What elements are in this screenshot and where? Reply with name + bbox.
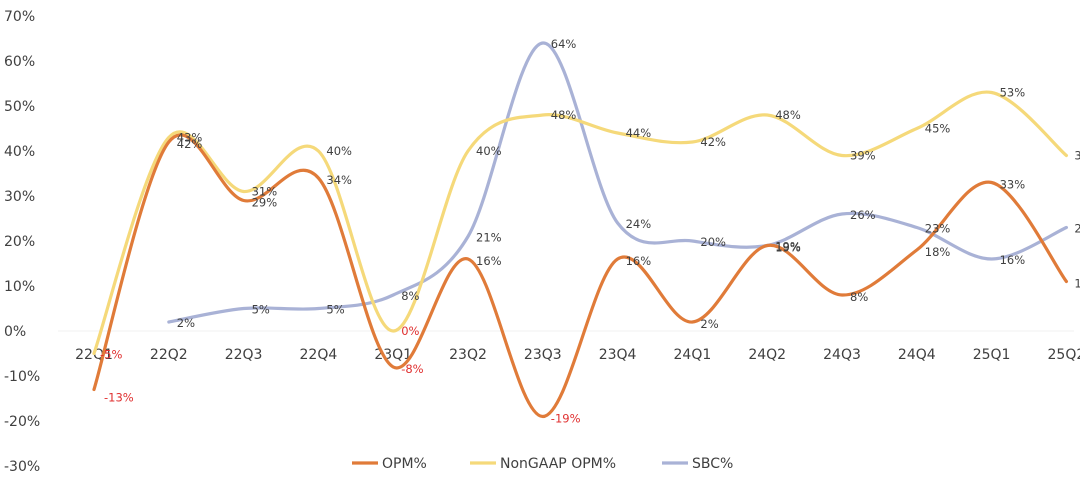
x-tick-label: 22Q4: [300, 347, 338, 363]
data-label: -19%: [551, 412, 581, 426]
data-label: 16%: [476, 254, 502, 268]
x-tick-label: 25Q1: [973, 347, 1011, 363]
data-label: 40%: [326, 144, 352, 158]
data-label: 8%: [850, 290, 868, 304]
data-label: 20%: [700, 235, 726, 249]
x-tick-label: 23Q1: [374, 347, 412, 363]
y-tick-label: 70%: [4, 9, 35, 25]
y-tick-label: 10%: [4, 279, 35, 295]
data-label: 23%: [925, 222, 951, 236]
data-label: 2%: [177, 316, 195, 330]
legend: OPM% NonGAAP OPM% SBC%: [352, 456, 733, 472]
data-label: 48%: [775, 108, 801, 122]
data-label: 21%: [476, 231, 502, 245]
data-label: -8%: [401, 362, 423, 376]
x-axis: 22Q1 22Q2 22Q3 22Q4 23Q1 23Q2 23Q3 23Q4 24Q1 24Q2…: [58, 330, 1080, 363]
y-tick-label: 40%: [4, 144, 35, 160]
data-label: -5%: [100, 348, 122, 362]
y-axis: -30% -20% -10% 0% 10% 20% 30% 40% 50% 60% 70%: [4, 9, 40, 475]
data-label: 45%: [925, 122, 951, 136]
data-label: 0%: [401, 324, 419, 338]
data-label: 8%: [401, 289, 419, 303]
series-line-sbc-: [167, 41, 1068, 324]
data-label: 2%: [700, 317, 718, 331]
legend-label: OPM%: [382, 456, 427, 472]
data-label: 26%: [850, 208, 876, 222]
series-lines: [92, 41, 1068, 419]
data-label: 19%: [775, 241, 801, 255]
data-label: 33%: [1000, 178, 1026, 192]
series-line-nongaap-opm-: [92, 90, 1068, 356]
data-label: -13%: [104, 391, 134, 405]
data-label: 53%: [1000, 86, 1026, 100]
data-label: 19%: [775, 240, 801, 254]
x-tick-label: 22Q3: [225, 347, 263, 363]
data-label: 39%: [850, 149, 876, 163]
x-tick-label: 23Q3: [524, 347, 562, 363]
y-tick-label: -30%: [4, 459, 40, 475]
data-label: 5%: [252, 303, 270, 317]
x-tick-label: 24Q4: [898, 347, 936, 363]
data-label: 44%: [626, 126, 652, 140]
x-tick-label: 22Q2: [150, 347, 188, 363]
legend-label: SBC%: [692, 456, 733, 472]
x-tick-label: 24Q3: [823, 347, 861, 363]
data-label: 29%: [252, 196, 278, 210]
data-label: 42%: [177, 137, 203, 151]
y-tick-label: 60%: [4, 54, 35, 70]
data-label: 23%: [1074, 222, 1080, 236]
y-tick-label: 0%: [4, 324, 26, 340]
y-tick-label: 50%: [4, 99, 35, 115]
y-tick-label: 20%: [4, 234, 35, 250]
x-tick-label: 24Q2: [748, 347, 786, 363]
data-label: 16%: [626, 254, 652, 268]
data-label: 39%: [1074, 149, 1080, 163]
data-labels: -13% 42% 29% 34% -8% 16% -19% 16% 2% 19% 8% 18% 33% 1…: [100, 37, 1080, 426]
y-tick-label: 30%: [4, 189, 35, 205]
data-label: 42%: [700, 135, 726, 149]
x-tick-label: 24Q1: [674, 347, 712, 363]
data-label: 18%: [925, 245, 951, 259]
data-label: 48%: [551, 108, 577, 122]
x-tick-label: 25Q2: [1048, 347, 1080, 363]
x-tick-label: 23Q2: [449, 347, 487, 363]
data-label: 40%: [476, 144, 502, 158]
series-line-opm-: [92, 133, 1068, 419]
y-tick-label: -10%: [4, 369, 40, 385]
legend-label: NonGAAP OPM%: [500, 456, 616, 472]
x-tick-label: 23Q4: [599, 347, 637, 363]
data-label: 5%: [326, 303, 344, 317]
data-label: 16%: [1000, 253, 1026, 267]
y-tick-label: -20%: [4, 414, 40, 430]
data-label: 64%: [551, 37, 577, 51]
data-label: 11%: [1074, 277, 1080, 291]
data-label: 43%: [177, 131, 203, 145]
data-label: 24%: [626, 217, 652, 231]
data-label: 31%: [252, 185, 278, 199]
data-label: 34%: [326, 173, 352, 187]
